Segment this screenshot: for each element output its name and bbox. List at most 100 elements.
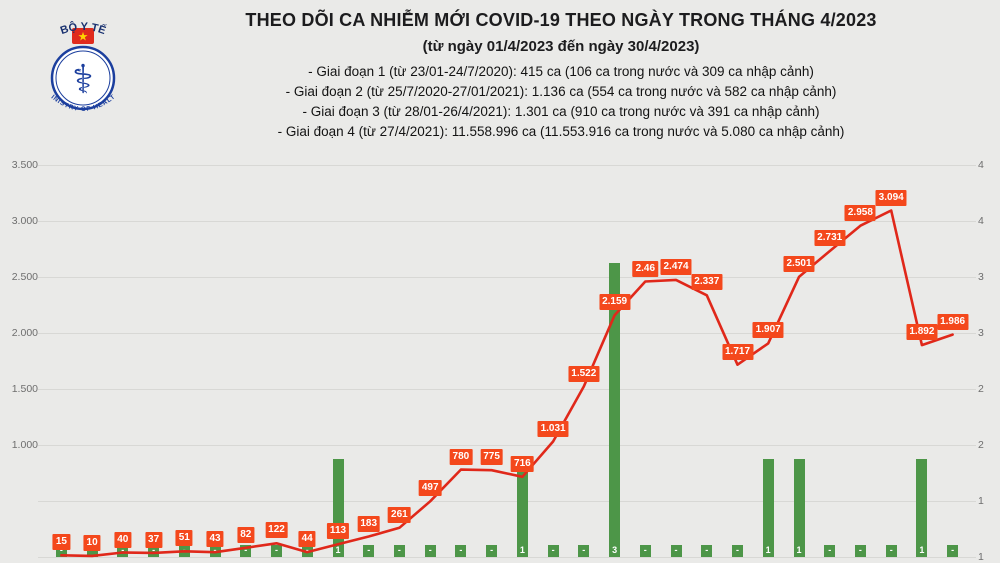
green-bar-label: 3 — [612, 545, 618, 555]
green-bar-label: - — [459, 545, 463, 555]
gridline — [38, 557, 976, 558]
case-value-label: 183 — [357, 515, 381, 532]
chart-header: THEO DÕI CA NHIỄM MỚI COVID-19 THEO NGÀY… — [130, 10, 992, 139]
right-axis-tick-label: 4 — [978, 159, 984, 171]
case-value-label: 2.474 — [660, 258, 692, 275]
left-axis-tick-label: 3.000 — [11, 215, 38, 227]
green-bar-label: - — [828, 545, 832, 555]
logo-top-text: BỘ Y TẾ — [59, 20, 108, 37]
case-value-label: 51 — [175, 530, 193, 547]
logo-graphic: ⚕ ★ BỘ Y TẾ MINISTRY OF HEALTH — [35, 1, 116, 113]
case-value-label: 2.46 — [632, 260, 659, 277]
green-bar — [762, 459, 774, 557]
right-axis-tick-label: 1 — [978, 495, 984, 507]
logo-inner-ring — [55, 50, 111, 106]
svg-text:BỘ Y TẾ: BỘ Y TẾ — [59, 20, 108, 37]
case-value-label: 15 — [52, 534, 70, 551]
star-icon: ★ — [78, 30, 89, 44]
case-value-label: 1.986 — [937, 313, 969, 330]
green-bar-label: 1 — [519, 545, 525, 555]
case-value-label: 1.031 — [537, 420, 569, 437]
green-bar-label: - — [674, 545, 678, 555]
right-axis-tick-label: 2 — [978, 383, 984, 395]
gridline — [38, 165, 976, 166]
green-bar-label: - — [858, 545, 862, 555]
case-value-label: 43 — [206, 531, 224, 548]
case-value-label: 122 — [265, 522, 288, 539]
green-bar-label: - — [490, 545, 494, 555]
logo-circle — [50, 45, 116, 111]
green-bar-label: 1 — [765, 545, 771, 555]
case-value-label: 1.892 — [906, 324, 938, 341]
gridline — [38, 333, 976, 334]
case-value-label: 37 — [145, 531, 163, 548]
case-value-label: 1.907 — [752, 322, 784, 339]
flag-icon — [72, 28, 94, 44]
left-axis-tick-label: 1.500 — [11, 383, 38, 395]
case-value-label: 780 — [449, 448, 473, 465]
ministry-of-health-logo: ⚕ ★ BỘ Y TẾ MINISTRY OF HEALTH — [35, 1, 128, 124]
green-bar-label: 1 — [919, 545, 925, 555]
case-value-label: 2.958 — [844, 204, 876, 221]
case-value-label: 2.159 — [599, 294, 631, 311]
green-bar — [916, 459, 928, 557]
case-value-label: 10 — [83, 534, 101, 551]
left-axis-tick-label: 2.500 — [11, 271, 38, 283]
right-axis-tick-label: 3 — [978, 327, 984, 339]
green-bar-label: - — [275, 545, 278, 555]
case-value-label: 261 — [388, 506, 411, 523]
green-bar-label: - — [643, 545, 647, 555]
case-value-label: 716 — [511, 455, 534, 472]
case-value-label: 44 — [298, 531, 316, 548]
page-title: THEO DÕI CA NHIỄM MỚI COVID-19 THEO NGÀY… — [245, 10, 877, 30]
phase-4-summary: - Giai đoạn 4 (từ 27/4/2021): 11.558.996… — [277, 124, 845, 139]
phase-2-summary: - Giai đoạn 2 (từ 25/7/2020-27/01/2021):… — [285, 84, 837, 99]
case-value-label: 40 — [114, 531, 132, 548]
case-value-label: 113 — [326, 523, 350, 540]
green-bar-label: - — [367, 545, 371, 555]
green-bar — [332, 459, 344, 557]
green-bar-label: - — [705, 545, 709, 555]
case-value-label: 775 — [480, 449, 503, 466]
green-bar-label: - — [551, 545, 555, 555]
green-bar-label: 1 — [796, 545, 802, 555]
green-bar-label: - — [951, 545, 955, 555]
case-value-label: 497 — [418, 480, 442, 497]
case-value-label: 2.337 — [691, 274, 723, 291]
right-axis-tick-label: 4 — [978, 215, 984, 227]
left-axis-tick-label: 1.000 — [11, 439, 38, 451]
case-value-label: 1.522 — [568, 365, 600, 382]
right-axis-tick-label: 3 — [978, 271, 984, 283]
gridline — [38, 277, 976, 278]
green-bar-label: 1 — [335, 545, 341, 555]
phase-1-summary: - Giai đoạn 1 (từ 23/01-24/7/2020): 415 … — [308, 64, 814, 79]
phase-summary-list: - Giai đoạn 1 (từ 23/01-24/7/2020): 415 … — [130, 64, 992, 139]
green-bar-label: - — [736, 545, 739, 555]
green-bar-label: - — [397, 545, 401, 555]
gridline — [38, 501, 976, 502]
case-value-label: 2.731 — [814, 230, 846, 247]
case-value-label: 1.717 — [721, 343, 754, 360]
green-bar-label: - — [244, 545, 248, 555]
right-axis-tick-label: 1 — [978, 551, 984, 563]
case-value-label: 82 — [237, 526, 255, 543]
phase-3-summary: - Giai đoạn 3 (từ 28/01-26/4/2021): 1.30… — [302, 104, 820, 119]
green-bar-label: - — [582, 545, 586, 555]
right-axis-tick-label: 2 — [978, 439, 984, 451]
gridline — [38, 389, 976, 390]
green-bar — [793, 459, 805, 557]
green-bar-label: - — [428, 545, 432, 555]
green-bar — [516, 459, 528, 557]
green-bar-label: - — [889, 545, 893, 555]
caduceus-icon: ⚕ — [72, 58, 94, 102]
left-axis-tick-label: 2.000 — [11, 327, 38, 339]
case-value-label: 2.501 — [783, 255, 815, 272]
case-value-label: 3.094 — [875, 189, 907, 206]
gridline — [38, 445, 976, 446]
gridline — [38, 221, 976, 222]
left-axis-tick-label: 3.500 — [11, 159, 38, 171]
page-subtitle: (từ ngày 01/4/2023 đến ngày 30/4/2023) — [422, 38, 700, 55]
